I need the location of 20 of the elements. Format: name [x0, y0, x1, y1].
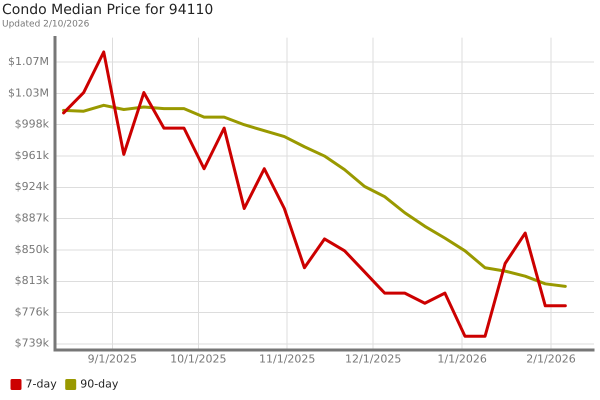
y-tick-label: $776k [14, 305, 50, 318]
x-tick-label: 12/1/2025 [345, 352, 402, 366]
x-tick-label: 10/1/2025 [170, 352, 227, 366]
chart-subtitle: Updated 2/10/2026 [2, 20, 90, 30]
legend-label: 90-day [80, 377, 119, 390]
y-tick-label: $739k [14, 336, 50, 350]
y-tick-label: $961k [14, 148, 50, 162]
x-tick-label: 9/1/2025 [88, 352, 138, 366]
y-tick-label: $887k [14, 212, 50, 225]
y-tick-label: $998k [14, 118, 50, 131]
chart-title: Condo Median Price for 94110 [2, 2, 214, 18]
x-tick-label: 2/1/2026 [526, 352, 576, 366]
legend-label: 7-day [26, 377, 58, 390]
y-tick-label: $924k [14, 180, 50, 194]
x-tick-label: 1/1/2026 [437, 352, 487, 366]
y-tick-label: $1.07M [8, 54, 49, 68]
x-tick-label: 11/1/2025 [259, 352, 316, 366]
y-tick-label: $1.03M [8, 86, 49, 100]
y-tick-label: $813k [14, 274, 50, 288]
y-tick-label: $850k [14, 242, 50, 256]
